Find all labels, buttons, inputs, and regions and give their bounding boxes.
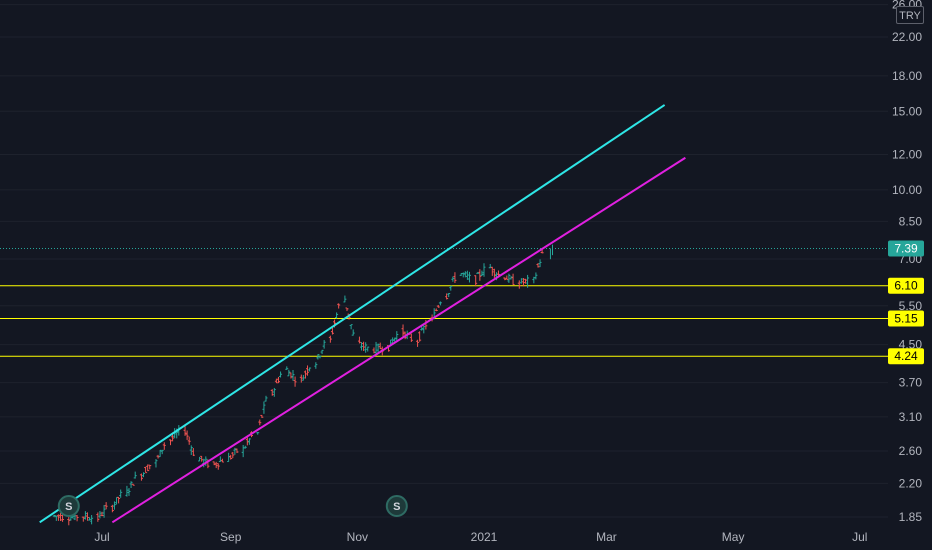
- x-tick-label: Sep: [220, 530, 242, 544]
- y-tick-label: 12.00: [892, 148, 922, 162]
- split-marker-label: S: [65, 501, 72, 513]
- support-level-tag-text: 6.10: [894, 279, 918, 293]
- y-tick-label: 22.00: [892, 30, 922, 44]
- price-axis-bg[interactable]: [888, 0, 932, 550]
- currency-label[interactable]: TRY: [896, 6, 924, 24]
- current-price-tag-text: 7.39: [894, 241, 918, 255]
- grid-layer: [0, 4, 888, 518]
- y-tick-label: 15.00: [892, 104, 922, 118]
- support-level-tag: [888, 348, 924, 365]
- split-marker-label: S: [393, 501, 400, 513]
- support-level-tag-text: 5.15: [894, 312, 918, 326]
- support-level-tag: [888, 277, 924, 294]
- split-marker-icon[interactable]: [57, 495, 80, 517]
- y-tick-label: 3.10: [899, 410, 923, 424]
- y-tick-label: 18.00: [892, 69, 922, 83]
- price-axis[interactable]: 26.0022.0018.0015.0012.0010.008.507.005.…: [888, 0, 932, 550]
- y-tick-label: 3.70: [899, 376, 923, 390]
- x-tick-label: Jul: [852, 530, 867, 544]
- y-tick-label: 5.50: [899, 299, 923, 313]
- y-tick-label: 4.50: [899, 338, 923, 352]
- y-tick-label: 2.60: [899, 444, 923, 458]
- x-tick-label: May: [722, 530, 745, 544]
- x-tick-label: 2021: [471, 530, 498, 544]
- support-level-tag: [888, 310, 924, 327]
- x-tick-label: Mar: [596, 530, 617, 544]
- y-tick-label: 2.20: [899, 476, 923, 490]
- current-price-tag: [888, 240, 924, 257]
- channel-line-lower[interactable]: [111, 156, 686, 524]
- x-tick-label: Jul: [94, 530, 109, 544]
- channel-line-upper[interactable]: [39, 104, 666, 524]
- y-tick-label: 8.50: [899, 214, 923, 228]
- support-level-tag-text: 4.24: [894, 349, 918, 363]
- split-marker-icon[interactable]: [385, 495, 408, 517]
- y-tick-label: 10.00: [892, 183, 922, 197]
- support-levels: [0, 247, 888, 357]
- trend-channel[interactable]: [39, 104, 686, 524]
- y-tick-label: 26.00: [892, 0, 922, 12]
- time-axis[interactable]: Jul Sep Nov 2021 Mar May Jul: [94, 530, 867, 544]
- x-tick-label: Nov: [347, 530, 368, 544]
- y-tick-label: 1.85: [899, 510, 923, 524]
- price-tags: 7.39 6.10 5.15 4.24: [888, 240, 924, 365]
